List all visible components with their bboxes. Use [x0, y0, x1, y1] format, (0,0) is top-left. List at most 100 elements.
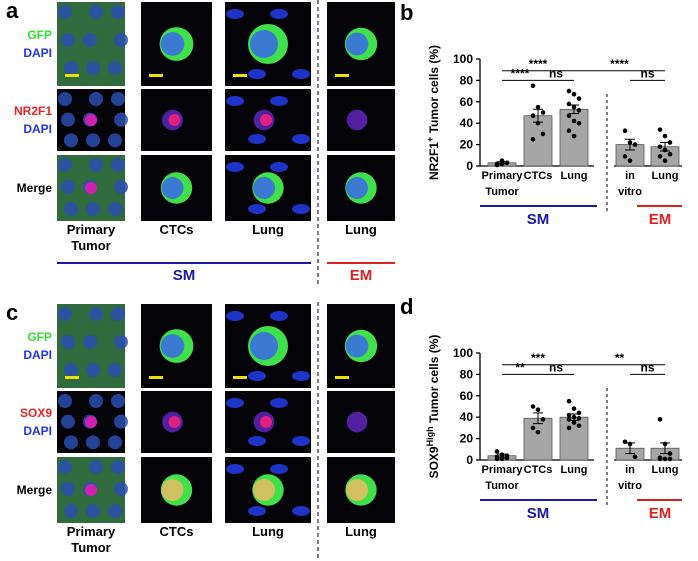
y-tick-label: 60 — [460, 95, 474, 109]
panel-label: b — [400, 0, 413, 25]
stained-cell — [85, 416, 97, 428]
nucleus — [61, 112, 75, 127]
nucleus — [61, 180, 75, 194]
group-label: EM — [649, 211, 672, 228]
nucleus — [114, 112, 128, 127]
data-point — [499, 158, 505, 163]
stained-cell — [85, 182, 97, 194]
data-point — [571, 104, 577, 110]
row-label: GFP — [27, 330, 52, 344]
nucleus — [86, 202, 100, 216]
nucleus — [108, 363, 122, 377]
row-label: Merge — [17, 483, 53, 497]
nucleus — [270, 464, 288, 474]
row-label: GFP — [27, 28, 52, 42]
cell-nucleus — [161, 479, 184, 501]
nucleus — [248, 134, 266, 144]
data-point — [662, 158, 668, 163]
nucleus — [292, 506, 310, 516]
data-point — [667, 151, 673, 157]
nucleus — [58, 394, 72, 408]
y-axis-label-part: High — [425, 426, 435, 446]
group-label: EM — [350, 267, 373, 284]
nucleus — [292, 204, 310, 214]
group-label: EM — [649, 505, 672, 522]
data-point — [571, 406, 577, 411]
nucleus — [108, 133, 122, 148]
nucleus — [64, 133, 78, 148]
data-point — [535, 407, 541, 413]
scale-bar — [149, 376, 163, 379]
data-point — [571, 118, 577, 124]
y-axis-label-part: Tumor cells (%) — [427, 335, 441, 427]
stain — [168, 114, 181, 126]
nucleus — [64, 504, 78, 518]
nucleus — [248, 371, 266, 381]
data-point — [627, 158, 633, 163]
column-label: Primary Tumor — [67, 222, 116, 253]
column-label: Lung — [561, 170, 588, 182]
significance-label: **** — [511, 66, 530, 80]
data-point — [530, 83, 536, 89]
data-point — [627, 441, 633, 447]
significance-label: ns — [549, 360, 563, 374]
stained-cell — [85, 484, 97, 496]
data-point — [662, 456, 668, 462]
nucleus — [89, 158, 103, 172]
nucleus — [64, 202, 78, 216]
column-label: Primary Tumor — [482, 170, 524, 198]
data-point — [576, 120, 582, 126]
nucleus — [111, 158, 125, 172]
column-label: Lung — [561, 464, 588, 476]
cell-nucleus — [346, 177, 368, 199]
nucleus — [226, 398, 244, 408]
nucleus — [61, 414, 75, 429]
nucleus — [226, 311, 244, 321]
cell-nucleus — [346, 109, 368, 131]
nucleus — [58, 158, 72, 172]
column-label: Primary Tumor — [482, 464, 524, 492]
column-label: CTCs — [524, 170, 553, 182]
data-point — [540, 131, 546, 137]
y-tick-label: 80 — [460, 73, 474, 87]
significance-label: *** — [531, 351, 545, 365]
nucleus — [114, 335, 128, 349]
nucleus — [89, 307, 103, 321]
data-point — [566, 417, 572, 422]
y-tick-label: 20 — [460, 432, 474, 446]
nucleus — [226, 96, 244, 106]
nucleus — [86, 133, 100, 148]
data-point — [566, 412, 572, 418]
cell-nucleus — [253, 177, 275, 199]
data-point — [535, 429, 541, 435]
panel-label: d — [400, 294, 413, 319]
nucleus — [248, 204, 266, 214]
scale-bar — [149, 74, 163, 77]
nucleus — [226, 162, 244, 172]
y-tick-label: 20 — [460, 138, 474, 152]
column-label: Primary Tumor — [67, 524, 116, 555]
data-point — [504, 455, 510, 461]
y-axis-label: SOX9High Tumor cells (%) — [425, 335, 441, 479]
data-point — [667, 456, 673, 462]
nucleus — [61, 335, 75, 349]
data-point — [504, 160, 510, 166]
column-label: in vitro — [618, 170, 642, 198]
nucleus — [270, 9, 288, 19]
nucleus — [114, 414, 128, 429]
data-point — [576, 96, 582, 101]
column-label: Lung — [652, 170, 679, 182]
data-point — [494, 449, 500, 454]
data-point — [566, 398, 572, 404]
y-tick-label: 60 — [460, 389, 474, 403]
cell-nucleus — [345, 32, 369, 56]
nucleus — [83, 335, 97, 349]
nucleus — [58, 307, 72, 321]
nucleus — [108, 61, 122, 75]
stain — [260, 114, 272, 126]
nucleus — [58, 92, 72, 106]
y-axis-label-part: NR2F1 — [427, 142, 441, 180]
nucleus — [270, 162, 288, 172]
scale-bar — [65, 74, 79, 77]
data-point — [576, 108, 582, 113]
